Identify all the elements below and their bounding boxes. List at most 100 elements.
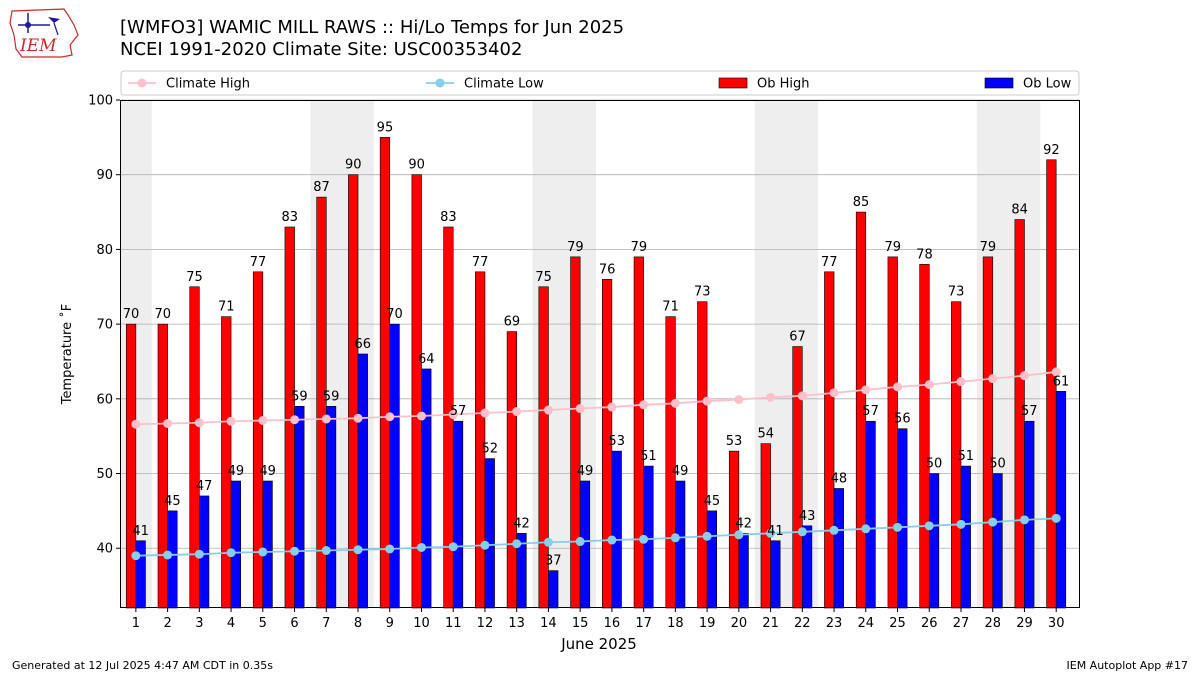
x-tick-label: 6 (290, 616, 298, 631)
climate-low-point (512, 539, 522, 549)
x-axis-label: June 2025 (560, 635, 637, 653)
ob-low-bar-label: 49 (672, 464, 689, 479)
climate-high-point (702, 396, 712, 406)
climate-high-point (226, 416, 236, 426)
ob-high-bar (475, 271, 486, 609)
ob-high-bar-label: 90 (408, 158, 425, 173)
x-tick-label: 21 (762, 616, 779, 631)
ob-high-bar (665, 316, 676, 609)
ob-low-bar-label: 59 (323, 389, 340, 404)
climate-low-point (226, 548, 236, 558)
ob-low-bar-label: 64 (418, 352, 435, 367)
ob-low-bar-label: 56 (894, 412, 911, 427)
x-tick-label: 23 (826, 616, 843, 631)
iem-logo: IEM (9, 8, 79, 58)
y-tick-label: 70 (96, 318, 113, 333)
ob-low-bar-label: 70 (386, 307, 403, 322)
ob-low-bar (294, 405, 305, 609)
climate-high-point (385, 412, 395, 422)
climate-high-point (575, 404, 585, 414)
climate-high-point (353, 413, 363, 423)
climate-low-point (448, 542, 458, 552)
climate-high-point (924, 380, 934, 390)
climate-high-point (639, 400, 649, 410)
ob-high-bar-label: 71 (218, 300, 235, 315)
x-tick-label: 16 (604, 616, 621, 631)
x-tick-label: 13 (508, 616, 525, 631)
y-tick-label: 40 (96, 542, 113, 557)
x-tick-label: 5 (259, 616, 267, 631)
y-tick-label: 90 (96, 168, 113, 183)
x-tick-label: 28 (984, 616, 1001, 631)
climate-low-point (988, 517, 998, 527)
ob-high-bar-label: 79 (980, 240, 997, 255)
legend-ob-low-label: Ob Low (1023, 77, 1072, 92)
y-tick-label: 60 (96, 392, 113, 407)
ob-high-bar-label: 73 (948, 285, 965, 300)
climate-lines (131, 367, 1061, 561)
x-tick-label: 20 (731, 616, 748, 631)
ob-high-bar-label: 76 (599, 262, 616, 277)
ob-high-bar-label: 92 (1043, 143, 1060, 158)
ob-low-bar (484, 458, 495, 609)
ob-low-bar (548, 570, 559, 609)
ob-high-bar-label: 54 (758, 427, 775, 442)
climate-low-point (639, 534, 649, 544)
climate-low-point (956, 519, 966, 529)
ob-high-bar (379, 137, 391, 609)
ob-high-bar (348, 174, 359, 609)
ob-low-bar (960, 465, 971, 609)
ob-high-bar (221, 316, 232, 609)
x-tick-label: 10 (413, 616, 430, 631)
ob-high-bar-label: 90 (345, 158, 362, 173)
climate-low-point (385, 544, 395, 554)
climate-high-point (543, 405, 553, 415)
legend-ob-low-swatch (984, 77, 1014, 89)
ob-low-bar (865, 420, 876, 609)
climate-low-point (766, 528, 776, 538)
ob-high-bar-label: 83 (281, 210, 298, 225)
ob-low-bar (325, 405, 337, 609)
ob-high-bar-label: 73 (694, 285, 711, 300)
x-tick-label: 8 (354, 616, 362, 631)
ob-high-bar-label: 70 (155, 307, 172, 322)
ob-low-bar-label: 61 (1053, 374, 1070, 389)
ob-high-bar-label: 67 (789, 330, 806, 345)
climate-low-point (480, 540, 490, 550)
data-labels: 70 70 75 71 77 83 87 90 95 90 83 77 69 75 79 76 79 71 73 53… (123, 120, 1069, 568)
ob-low-bar (675, 480, 686, 609)
climate-high-point (766, 392, 776, 402)
x-tick-label: 14 (540, 616, 557, 631)
ob-high-bar (506, 331, 517, 609)
ob-high-bar-label: 75 (535, 270, 552, 285)
x-tick-label: 9 (386, 616, 394, 631)
climate-low-point (321, 545, 331, 555)
ob-high-bar (919, 264, 930, 609)
ob-low-bar (802, 525, 813, 609)
ob-high-bar (157, 323, 168, 609)
ob-low-bar (389, 323, 400, 609)
climate-high-point (290, 415, 300, 425)
x-tick-label: 11 (445, 616, 462, 631)
legend-ob-high-label: Ob High (757, 77, 810, 92)
climate-high-point (988, 374, 998, 384)
climate-high-point (321, 414, 331, 424)
y-tick-label: 80 (96, 243, 113, 258)
ob-low-bar (262, 480, 273, 609)
climate-high-point (448, 410, 458, 420)
ob-high-bar (189, 286, 200, 609)
climate-low-point (670, 533, 680, 543)
climate-high-point (163, 418, 173, 428)
climate-low-point (416, 542, 426, 552)
legend-box (120, 70, 1080, 96)
y-tick-label: 50 (96, 467, 113, 482)
ob-high-bar-label: 84 (1011, 203, 1028, 218)
bars (125, 137, 1067, 609)
climate-low-point (861, 524, 871, 534)
climate-high-line (135, 371, 1057, 426)
climate-high-point (893, 382, 903, 392)
ob-low-bar-label: 57 (862, 404, 879, 419)
ob-low-bar-label: 52 (481, 442, 498, 457)
climate-high-point (1019, 371, 1029, 381)
